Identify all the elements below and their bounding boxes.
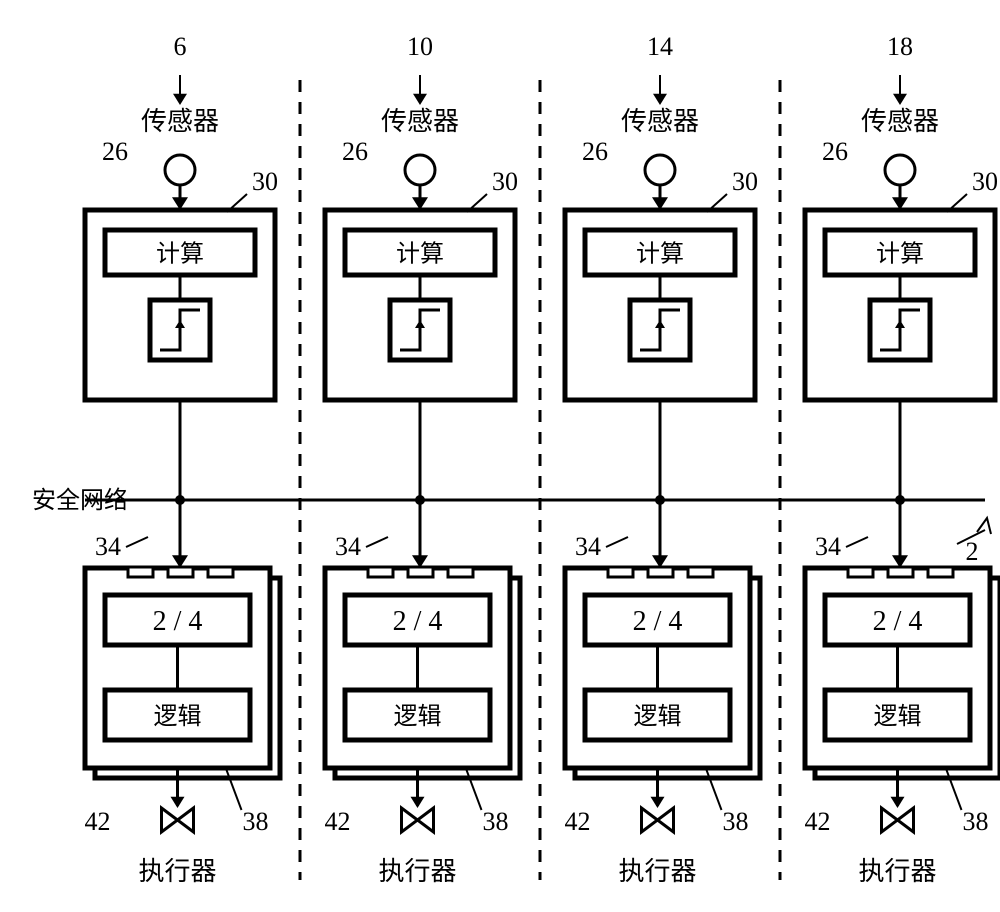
ref-42: 42: [565, 807, 591, 836]
ref-26: 26: [822, 137, 848, 166]
sensor-label: 传感器: [861, 107, 939, 136]
logic-label: 逻辑: [874, 703, 922, 730]
top-ref: 6: [174, 32, 187, 61]
ref-34: 34: [815, 532, 841, 561]
compute-label: 计算: [156, 241, 204, 268]
valve-icon: [658, 808, 674, 832]
ref-26: 26: [342, 137, 368, 166]
top-ref: 10: [407, 32, 433, 61]
valve-icon: [178, 808, 194, 832]
sensor-node: [885, 155, 915, 185]
step-glyph: [640, 310, 680, 350]
logic-label: 逻辑: [634, 703, 682, 730]
sensor-label: 传感器: [141, 107, 219, 136]
sensor-label: 传感器: [621, 107, 699, 136]
valve-icon: [898, 808, 914, 832]
ref-34: 34: [95, 532, 121, 561]
sensor-node: [645, 155, 675, 185]
port: [208, 567, 233, 577]
actuator-label: 执行器: [618, 857, 696, 886]
valve-icon: [418, 808, 434, 832]
actuator-label: 执行器: [138, 857, 216, 886]
voter-label: 2 / 4: [153, 606, 203, 637]
sensor-node: [165, 155, 195, 185]
port: [648, 567, 673, 577]
logic-label: 逻辑: [394, 703, 442, 730]
ref-38: 38: [243, 807, 269, 836]
ref-26: 26: [102, 137, 128, 166]
ref-30: 30: [732, 167, 758, 196]
step-glyph: [880, 310, 920, 350]
compute-label: 计算: [876, 241, 924, 268]
ref-34: 34: [575, 532, 601, 561]
port: [128, 567, 153, 577]
port: [368, 567, 393, 577]
ref-42: 42: [325, 807, 351, 836]
ref-30: 30: [252, 167, 278, 196]
port: [408, 567, 433, 577]
step-glyph: [160, 310, 200, 350]
ref-30: 30: [972, 167, 998, 196]
port: [888, 567, 913, 577]
ref-38: 38: [963, 807, 989, 836]
ref-2: 2: [966, 537, 979, 566]
sensor-label: 传感器: [381, 107, 459, 136]
top-ref: 14: [647, 32, 673, 61]
logic-label: 逻辑: [154, 703, 202, 730]
top-ref: 18: [887, 32, 913, 61]
port: [168, 567, 193, 577]
compute-label: 计算: [636, 241, 684, 268]
sensor-node: [405, 155, 435, 185]
step-glyph: [400, 310, 440, 350]
ref-26: 26: [582, 137, 608, 166]
compute-label: 计算: [396, 241, 444, 268]
port: [928, 567, 953, 577]
actuator-label: 执行器: [858, 857, 936, 886]
port: [608, 567, 633, 577]
voter-label: 2 / 4: [873, 606, 923, 637]
port: [848, 567, 873, 577]
voter-label: 2 / 4: [633, 606, 683, 637]
port: [688, 567, 713, 577]
ref-42: 42: [85, 807, 111, 836]
ref-34: 34: [335, 532, 361, 561]
actuator-label: 执行器: [378, 857, 456, 886]
ref-38: 38: [723, 807, 749, 836]
ref-30: 30: [492, 167, 518, 196]
ref-42: 42: [805, 807, 831, 836]
port: [448, 567, 473, 577]
ref-38: 38: [483, 807, 509, 836]
safety-network-label: 安全网络: [32, 487, 128, 514]
voter-label: 2 / 4: [393, 606, 443, 637]
